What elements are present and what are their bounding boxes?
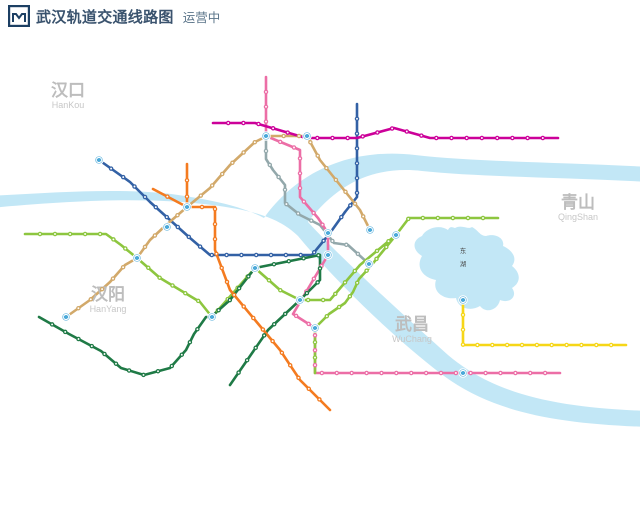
svg-text:汉阳: 汉阳 — [91, 285, 125, 304]
svg-text:武昌: 武昌 — [395, 314, 429, 334]
svg-text:QingShan: QingShan — [558, 212, 598, 222]
svg-text:WuChang: WuChang — [392, 334, 432, 344]
svg-text:东: 东 — [460, 246, 466, 255]
svg-text:青山: 青山 — [561, 192, 595, 212]
svg-text:汉口: 汉口 — [51, 81, 85, 100]
svg-text:HanYang: HanYang — [90, 304, 127, 314]
svg-text:HanKou: HanKou — [52, 100, 85, 110]
svg-text:湖: 湖 — [460, 259, 466, 268]
